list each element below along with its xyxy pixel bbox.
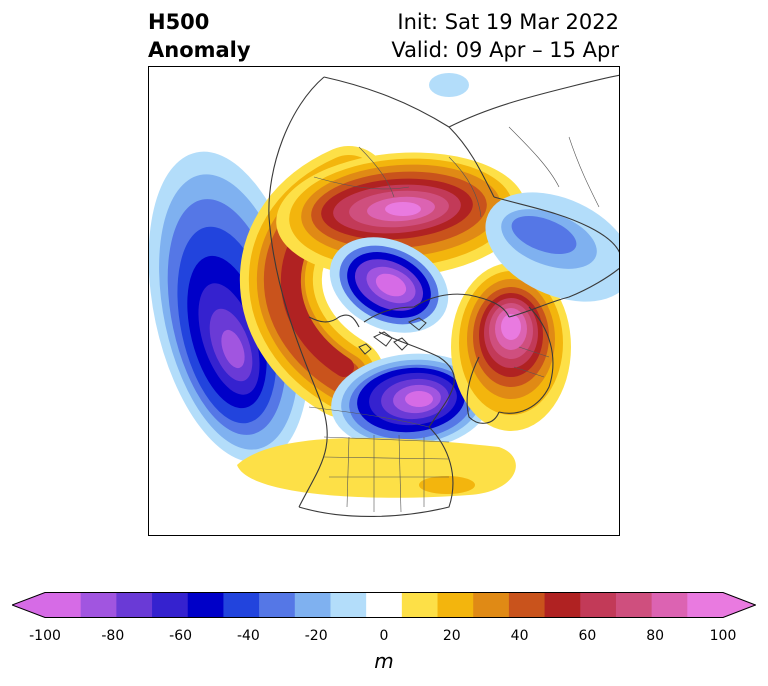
colorbar-swatch xyxy=(615,592,653,618)
colorbar-swatch xyxy=(437,592,474,618)
colorbar-tick-label: -100 xyxy=(29,628,61,644)
colorbar-tick-label: 80 xyxy=(646,628,665,644)
colorbar-swatch xyxy=(294,592,331,618)
colorbar-swatch xyxy=(45,592,82,618)
valid-date-range: Valid: 09 Apr – 15 Apr xyxy=(391,38,619,62)
colorbar-swatch xyxy=(580,592,617,618)
title-line-1: H500 xyxy=(148,10,210,34)
init-date: Init: Sat 19 Mar 2022 xyxy=(397,10,619,34)
map-title: H500 Anomaly xyxy=(148,8,251,64)
colorbar-swatch xyxy=(259,592,296,618)
colorbar-swatch xyxy=(330,592,367,618)
colorbar-swatch xyxy=(401,592,439,618)
colorbar-swatch xyxy=(651,592,688,618)
arctic-trough xyxy=(329,237,449,333)
units-label: m xyxy=(374,649,394,673)
colorbar-tick-label: 40 xyxy=(510,628,529,644)
colorbar-tick-label: 60 xyxy=(578,628,597,644)
colorbar-tick-label: -60 xyxy=(169,628,193,644)
colorbar-extend-max xyxy=(723,592,756,618)
map-panel xyxy=(148,66,620,536)
colorbar-swatch xyxy=(152,592,189,618)
colorbar-swatch xyxy=(80,592,117,618)
map-dates: Init: Sat 19 Mar 2022 Valid: 09 Apr – 15… xyxy=(391,8,619,64)
colorbar-tick-label: -40 xyxy=(236,628,260,644)
colorbar-swatch xyxy=(544,592,581,618)
us-ridge xyxy=(237,437,516,498)
coastlines xyxy=(268,74,619,518)
colorbar-tick-label: 0 xyxy=(379,628,389,644)
colorbar-tick-label: -80 xyxy=(101,628,125,644)
colorbar-swatch xyxy=(223,592,260,618)
colorbar-outline xyxy=(12,592,756,618)
colorbar-swatch xyxy=(687,592,724,618)
colorbar-swatch xyxy=(473,592,510,618)
colorbar-swatch xyxy=(116,592,153,618)
colorbar-tick-label: 100 xyxy=(709,628,737,644)
political-borders xyxy=(308,126,600,513)
colorbar-tick-label: -20 xyxy=(304,628,328,644)
colorbar-swatch xyxy=(508,592,546,618)
colorbar-tick-label: 20 xyxy=(442,628,461,644)
colorbar-extend-min xyxy=(12,592,45,618)
colorbar-swatch xyxy=(366,592,403,618)
colorbar-swatch xyxy=(187,592,224,618)
anomaly-map xyxy=(149,73,619,518)
siberian-ridge xyxy=(276,152,526,278)
europe-ridge xyxy=(451,263,571,431)
title-line-2: Anomaly xyxy=(148,38,251,62)
asia-trough xyxy=(429,73,619,302)
arctic-islands xyxy=(358,317,427,355)
colorbar xyxy=(12,592,756,618)
hudson-trough xyxy=(331,353,491,451)
